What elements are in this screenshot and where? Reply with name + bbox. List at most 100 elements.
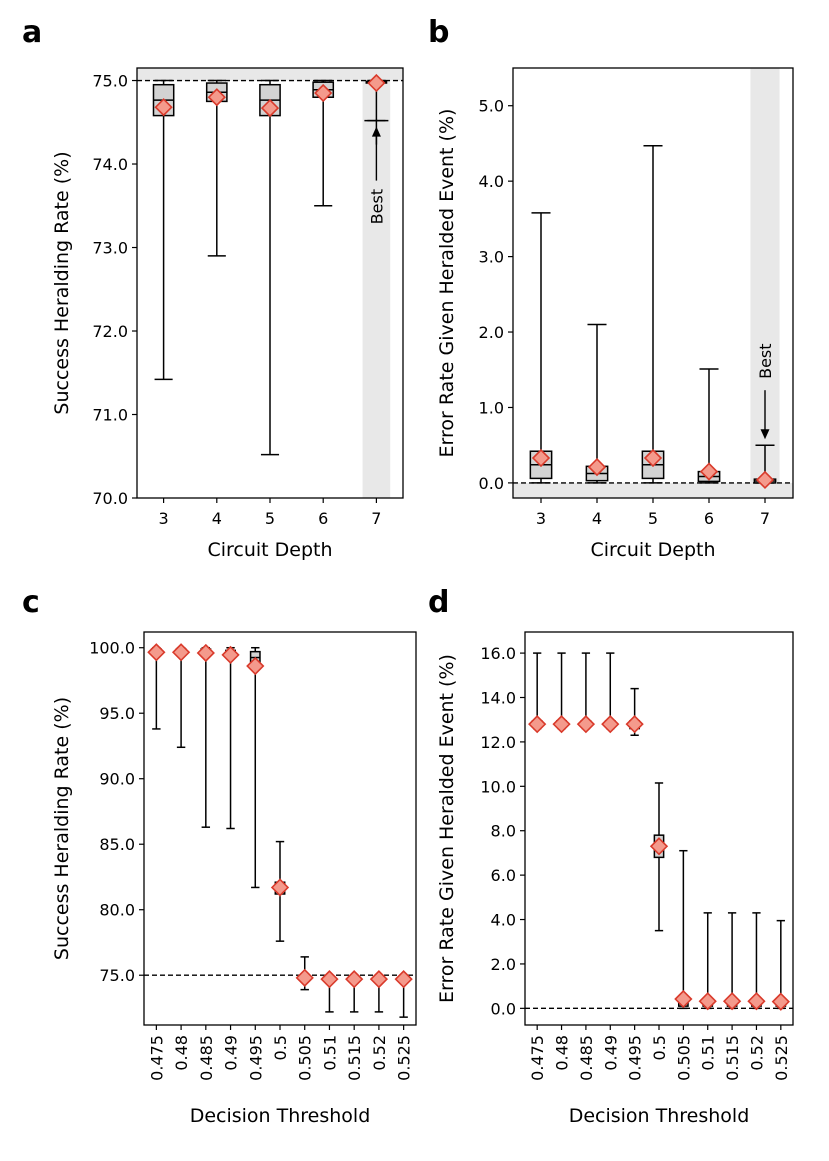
box-0.495 [246,646,265,889]
x-tick-label: 7 [760,509,770,528]
mean-marker [154,98,173,117]
box-7 [753,444,777,490]
y-axis-label: Success Heralding Rate (%) [51,697,73,960]
x-tick-label: 7 [371,509,381,528]
mean-marker [295,968,314,987]
box-0.505 [674,849,693,1010]
x-tick-label: 4 [212,509,222,528]
panel-b-chart: 0.0 1.0 2.0 3.0 4.0 5.0 3 4 5 6 7 Circuit Depth Erro… [436,67,794,561]
y-tick-label: 0.0 [491,999,516,1018]
panel-letter-a: a [22,15,42,50]
mean-marker [531,448,551,468]
mean-marker [196,643,215,663]
panel-a-chart: 70.0 71.0 72.0 73.0 74.0 75.0 3 4 5 6 7 Circuit Dep… [51,67,404,561]
mean-marker [369,970,389,989]
x-tick-label: 0.49 [601,1035,620,1071]
x-tick-label: 5 [648,509,658,528]
mean-marker [367,73,386,93]
y-tick-label: 0.0 [479,474,504,493]
y-tick-label: 10.0 [480,777,516,796]
x-tick-label: 0.52 [747,1035,766,1071]
box-0.52 [369,970,389,1013]
box-6 [312,79,335,207]
x-tick-label: 0.495 [246,1035,265,1081]
y-tick-label: 1.0 [479,398,504,417]
mean-marker [171,643,191,662]
y-tick-label: 8.0 [491,822,516,841]
y-tick-label: 71.0 [92,406,128,425]
box-0.515 [722,912,742,1011]
shaded-region-below-reference [513,482,793,498]
x-tick-label: 5 [265,509,275,528]
y-tick-label: 95.0 [99,704,135,723]
y-tick-label: 2.0 [491,955,516,974]
box-0.51 [698,912,717,1011]
mean-marker [699,462,719,481]
x-tick-label: 0.48 [172,1035,191,1071]
y-tick-label: 90.0 [99,770,135,789]
x-axis-label: Decision Threshold [190,1105,371,1127]
y-tick-label: 14.0 [480,689,516,708]
y-tick-label: 85.0 [99,835,135,854]
x-tick-label: 0.51 [699,1035,718,1071]
mean-marker [345,970,364,989]
y-tick-label: 3.0 [479,248,504,267]
box-0.52 [747,912,766,1011]
x-tick-label: 0.505 [674,1035,693,1081]
shaded-region-above-reference [137,68,403,81]
box-0.475 [147,643,166,730]
x-tick-label: 0.505 [296,1035,315,1081]
box-0.485 [576,652,596,734]
mean-marker [601,715,620,734]
x-tick-label: 0.495 [626,1035,645,1081]
mean-marker [649,837,669,856]
y-tick-label: 4.0 [491,911,516,930]
x-tick-label: 0.485 [197,1035,216,1081]
box-6 [697,368,721,484]
mean-marker [246,656,265,676]
box-0.515 [345,970,364,1013]
best-arrow-head [760,429,770,440]
y-axis-label: Error Rate Given Heralded Event (%) [436,109,458,458]
mean-marker [587,457,607,477]
panel-d-chart: 0.0 2.0 4.0 6.0 8.0 10.0 12.0 14.0 16.0 0.475 0.48… [436,631,794,1127]
mean-marker [755,470,775,490]
x-tick-label: 0.52 [370,1035,389,1071]
box-0.48 [171,643,191,749]
box-3 [152,79,175,381]
box-7 [365,73,388,122]
x-tick-label: 3 [159,509,169,528]
x-tick-label: 0.5 [650,1035,669,1060]
x-tick-label: 0.525 [772,1035,791,1081]
y-axis-label: Error Rate Given Heralded Event (%) [436,654,458,1003]
y-tick-label: 2.0 [479,323,504,342]
y-tick-label: 72.0 [92,322,128,341]
y-tick-label: 6.0 [491,866,516,885]
y-axis-label: Success Heralding Rate (%) [51,151,73,414]
box-0.49 [221,645,240,830]
x-axis-label: Decision Threshold [569,1105,750,1127]
x-tick-label: 0.475 [528,1035,547,1081]
panel-letter-c: c [22,585,40,620]
box-5 [259,79,281,456]
y-tick-label: 100.0 [89,639,135,658]
mean-marker [698,992,717,1011]
mean-marker [674,989,693,1009]
box-0.505 [295,956,314,991]
x-tick-label: 0.5 [271,1035,290,1060]
mean-marker [643,448,663,468]
mean-marker [314,83,333,103]
axes-frame [143,631,417,1026]
box-0.49 [601,652,620,734]
box-0.5 [270,840,290,942]
mean-marker [270,878,290,897]
x-tick-label: 6 [318,509,328,528]
mean-marker [552,715,571,734]
mean-marker [625,715,644,734]
y-tick-label: 73.0 [92,239,128,258]
box-0.5 [649,782,669,932]
mean-marker [207,88,226,107]
box-3 [529,212,553,484]
box-0.485 [196,643,215,828]
box-0.525 [771,919,790,1011]
